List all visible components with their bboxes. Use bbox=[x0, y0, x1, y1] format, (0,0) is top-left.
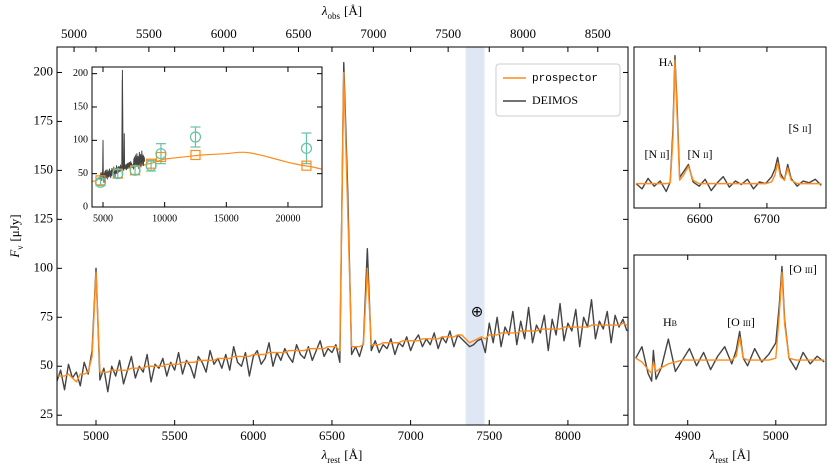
model-photometry-point bbox=[155, 151, 167, 163]
shaded-band bbox=[465, 47, 485, 425]
x-tick-label: 6700 bbox=[754, 211, 780, 226]
x-tick-label: 5000 bbox=[83, 428, 109, 443]
photometry-point bbox=[145, 160, 157, 172]
x-tick-label: 6000 bbox=[211, 26, 237, 41]
line-label: [O iii] bbox=[727, 315, 755, 329]
x-tick-label: 8500 bbox=[585, 26, 611, 41]
y-tick-label: 50 bbox=[40, 357, 53, 372]
y-tick-label: 150 bbox=[73, 101, 88, 112]
label-unit: [μJy] bbox=[7, 214, 22, 241]
label-unit: [Å] bbox=[732, 447, 750, 462]
x-tick-label: 15000 bbox=[214, 213, 239, 224]
panel-frame bbox=[56, 46, 629, 426]
x-tick-label: 7500 bbox=[476, 428, 502, 443]
panel-frame bbox=[633, 46, 827, 209]
y-tick-label: 150 bbox=[34, 161, 54, 176]
photometry-point bbox=[112, 168, 124, 180]
y-tick-label: 0 bbox=[83, 201, 88, 212]
panel-background bbox=[634, 255, 826, 425]
panel-background bbox=[92, 67, 322, 207]
label-sub: rest bbox=[327, 455, 340, 465]
line-label: Hβ bbox=[663, 315, 677, 329]
axis-label: Fν [μJy] bbox=[7, 214, 25, 258]
axis-label: λrest [Å] bbox=[709, 447, 751, 465]
y-tick-label: 100 bbox=[73, 135, 88, 146]
x-tick-label: 10000 bbox=[152, 213, 177, 224]
photometry-point bbox=[300, 142, 313, 154]
x-tick-label: 7000 bbox=[398, 428, 424, 443]
line-label: [N ii] bbox=[688, 147, 713, 161]
legend-label: prospector bbox=[532, 73, 598, 85]
photometry-point bbox=[189, 131, 202, 143]
axis-label: λobs [Å] bbox=[321, 3, 362, 21]
x-tick-label: 6000 bbox=[240, 428, 266, 443]
x-tick-label: 6500 bbox=[286, 26, 312, 41]
legend-label: DEIMOS bbox=[532, 93, 578, 107]
photometry-point bbox=[155, 148, 167, 160]
model-photometry-point bbox=[301, 160, 312, 171]
axis-label: λrest [Å] bbox=[321, 447, 363, 465]
label-symbol: λ bbox=[321, 3, 328, 18]
y-tick-label: 175 bbox=[34, 112, 54, 127]
photometry-point bbox=[129, 164, 141, 176]
x-tick-label: 4900 bbox=[675, 428, 701, 443]
photometry-point bbox=[94, 176, 107, 188]
label-sub: obs bbox=[328, 11, 341, 21]
y-tick-label: 200 bbox=[73, 68, 88, 79]
line-label: [N ii] bbox=[645, 147, 670, 161]
spectrum-line bbox=[57, 71, 628, 383]
line-label: [S ii] bbox=[789, 121, 812, 135]
x-tick-label: 7500 bbox=[435, 26, 461, 41]
y-tick-label: 200 bbox=[34, 63, 54, 78]
label-sub: ν bbox=[15, 246, 25, 250]
annotation: ⊕ bbox=[471, 304, 484, 320]
x-tick-label: 6600 bbox=[687, 211, 713, 226]
label-symbol: F bbox=[7, 249, 22, 259]
spectrum-line bbox=[99, 69, 146, 183]
label-sub: rest bbox=[715, 455, 728, 465]
x-tick-label: 8000 bbox=[555, 428, 581, 443]
model-photometry-point bbox=[190, 149, 201, 161]
x-tick-label: 5000 bbox=[61, 26, 87, 41]
spectrum-line bbox=[635, 271, 825, 375]
x-tick-label: 5000 bbox=[763, 428, 789, 443]
x-tick-label: 6500 bbox=[319, 428, 345, 443]
x-tick-label: 5000 bbox=[93, 213, 113, 224]
label-unit: [Å] bbox=[344, 3, 362, 18]
panel-frame bbox=[633, 254, 827, 426]
label-symbol: λ bbox=[709, 447, 716, 462]
label-unit: [Å] bbox=[344, 447, 362, 462]
x-tick-label: 20000 bbox=[275, 213, 300, 224]
y-tick-label: 75 bbox=[40, 308, 53, 323]
x-tick-label: 5500 bbox=[162, 428, 188, 443]
label-symbol: λ bbox=[321, 447, 328, 462]
y-tick-label: 50 bbox=[78, 168, 88, 179]
line-label: Hα bbox=[659, 55, 674, 69]
y-tick-label: 125 bbox=[34, 210, 54, 225]
panel-frame bbox=[91, 66, 323, 208]
x-tick-label: 7000 bbox=[360, 26, 386, 41]
x-tick-label: 5500 bbox=[136, 26, 162, 41]
line-label: [O iii] bbox=[789, 262, 817, 276]
y-tick-label: 25 bbox=[40, 406, 53, 421]
spectrum-line bbox=[636, 59, 822, 185]
legend-box bbox=[495, 63, 621, 117]
x-tick-label: 8000 bbox=[510, 26, 536, 41]
y-tick-label: 100 bbox=[34, 259, 54, 274]
